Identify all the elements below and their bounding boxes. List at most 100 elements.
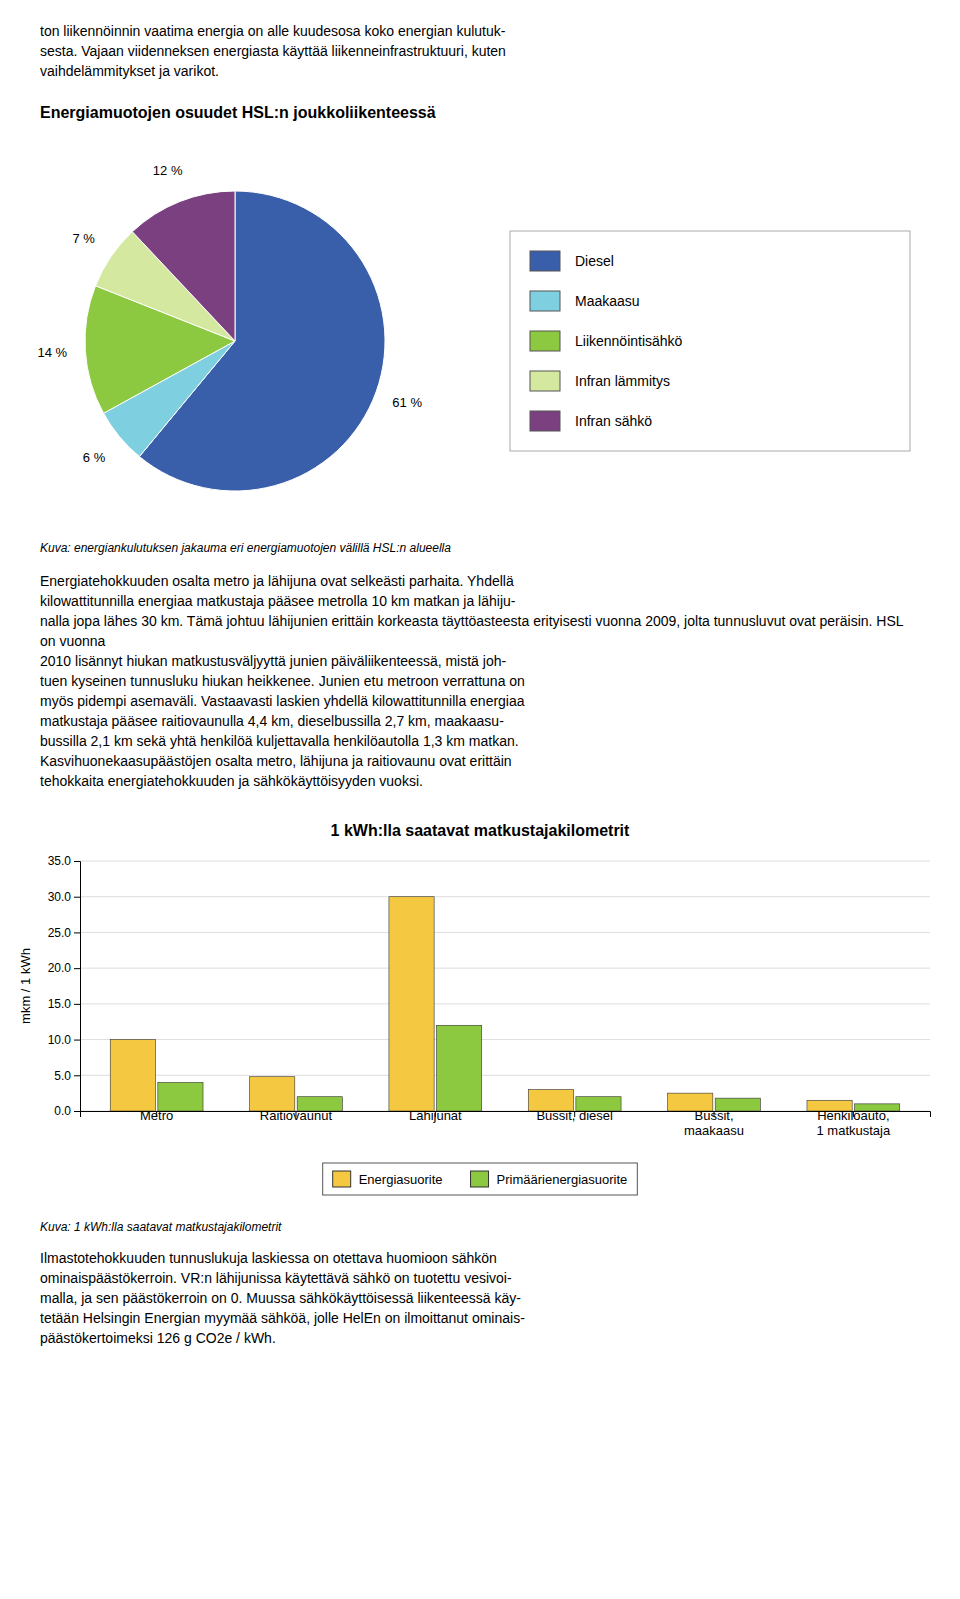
text-line: 1 matkustaja — [817, 1123, 891, 1138]
x-tick-label: Raitiovaunut — [260, 1108, 333, 1123]
pie-chart: Energiamuotojen osuudet HSL:n joukkoliik… — [38, 104, 910, 491]
text-line: Bussit, diesel — [536, 1108, 613, 1123]
x-tick-label: Henkilöauto,1 matkustaja — [817, 1108, 891, 1138]
x-tick: Bussit, diesel — [536, 1108, 613, 1123]
text-line: tuen kyseinen tunnusluku hiukan heikkene… — [40, 673, 525, 689]
legend-frame — [510, 231, 910, 451]
text-line: Kuva: energiankulutuksen jakauma eri ene… — [40, 541, 451, 555]
data-label: 12 % — [153, 163, 183, 178]
bar — [158, 1082, 203, 1111]
y-tick-label: 20.0 — [48, 961, 72, 975]
pie-slice — [132, 191, 235, 341]
legend-swatch — [471, 1171, 489, 1187]
grid-line — [80, 1039, 930, 1040]
page: ton liikennöinnin vaatima energia on all… — [0, 0, 960, 1599]
y-tick-mark — [74, 1111, 80, 1112]
grid-line — [80, 1075, 930, 1076]
bar — [250, 1077, 295, 1111]
data-label: 7 % — [72, 231, 95, 246]
y-tick: 10.0 — [48, 1033, 80, 1047]
text-line: Ilmastotehokkuuden tunnuslukuja laskiess… — [40, 1250, 497, 1266]
grid-line — [80, 932, 930, 933]
text-line: on vuonna — [40, 633, 106, 649]
y-tick: 0.0 — [54, 1104, 80, 1118]
text-line: Metro — [140, 1108, 173, 1123]
text-line: ominaispäästökerroin. VR:n lähijunissa k… — [40, 1270, 512, 1286]
text-line: matkustaja pääsee raitiovaunulla 4,4 km,… — [40, 713, 504, 729]
text-line: vaihdelämmitykset ja varikot. — [40, 63, 219, 79]
text-line: tehokkaita energiatehokkuuden ja sähkökä… — [40, 773, 423, 789]
bar — [110, 1040, 155, 1111]
x-tick-label: Metro — [140, 1108, 173, 1123]
plot-area: 0.05.010.015.020.025.030.035.0MetroRaiti… — [48, 854, 931, 1138]
legend-item: Infran sähkö — [530, 411, 652, 431]
text-line: ton liikennöinnin vaatima energia on all… — [40, 23, 506, 39]
legend-swatch — [530, 371, 560, 391]
x-tick: Henkilöauto,1 matkustaja — [817, 1108, 891, 1138]
y-tick-label: 0.0 — [54, 1104, 71, 1118]
y-tick-mark — [74, 861, 80, 862]
x-axis: Metro Raitiovaunut Lähijunat Bussit, diesel… — [81, 1108, 931, 1138]
text-line: Henkilöauto, — [817, 1108, 889, 1123]
x-tick-label: Lähijunat — [409, 1108, 462, 1123]
x-axis-line — [81, 1112, 931, 1118]
x-tick: Bussit,maakaasu — [684, 1108, 744, 1138]
legend-label: Maakaasu — [575, 293, 640, 309]
x-tick: Raitiovaunut — [260, 1108, 333, 1123]
legend-item: Primäärienergiasuorite — [471, 1171, 628, 1187]
paragraph: ton liikennöinnin vaatima energia on all… — [40, 23, 506, 79]
y-tick-mark — [74, 897, 80, 898]
legend-label: Infran sähkö — [575, 413, 652, 429]
text-line: bussilla 2,1 km sekä yhtä henkilöä kulje… — [40, 733, 519, 749]
data-label: 61 % — [392, 395, 422, 410]
text-line: Raitiovaunut — [260, 1108, 333, 1123]
text-line: Kasvihuonekaasupäästöjen osalta metro, l… — [40, 753, 512, 769]
grid-line — [80, 968, 930, 969]
legend-item: Energiasuorite — [333, 1171, 443, 1187]
grid — [80, 861, 930, 1111]
y-tick: 15.0 — [48, 997, 80, 1011]
legend-swatch — [530, 291, 560, 311]
y-tick-label: 25.0 — [48, 926, 72, 940]
y-tick-label: 30.0 — [48, 890, 72, 904]
y-tick: 35.0 — [48, 854, 80, 868]
grid-line — [80, 896, 930, 897]
bar — [389, 897, 434, 1111]
text-line: nalla jopa lähes 30 km. Tämä johtuu lähi… — [40, 613, 904, 629]
legend-label: Infran lämmitys — [575, 373, 670, 389]
x-tick: Lähijunat — [409, 1108, 462, 1123]
chart-title: Energiamuotojen osuudet HSL:n joukkoliik… — [40, 104, 436, 121]
legend-item: Diesel — [530, 251, 614, 271]
pie-labels: 61 %6 %14 %7 %12 % — [38, 163, 423, 465]
x-tick-label: Bussit,maakaasu — [684, 1108, 744, 1138]
legend-label: Liikennöintisähkö — [575, 333, 683, 349]
y-tick: 30.0 — [48, 890, 80, 904]
bar-chart: 1 kWh:lla saatavat matkustajakilometrit0… — [18, 822, 931, 1195]
x-tick-label: Bussit, diesel — [536, 1108, 613, 1123]
y-tick: 25.0 — [48, 926, 80, 940]
legend-frame — [323, 1163, 638, 1195]
grid-line — [80, 861, 930, 862]
text-line: sesta. Vajaan viidenneksen energiasta kä… — [40, 43, 506, 59]
text-line: malla, ja sen päästökerroin on 0. Muussa… — [40, 1290, 521, 1306]
y-tick-mark — [74, 968, 80, 969]
caption: Kuva: energiankulutuksen jakauma eri ene… — [40, 541, 451, 555]
y-tick-mark — [74, 1004, 80, 1005]
legend-item: Maakaasu — [530, 291, 640, 311]
text-line: päästökertoimeksi 126 g CO2e / kWh. — [40, 1330, 276, 1346]
text-line: 2010 lisännyt hiukan matkustusväljyyttä … — [40, 653, 506, 669]
y-tick-mark — [74, 1075, 80, 1076]
legend-swatch — [333, 1171, 351, 1187]
text-line: Kuva: 1 kWh:lla saatavat matkustajakilom… — [40, 1220, 282, 1234]
y-tick: 20.0 — [48, 961, 80, 975]
text-line: Lähijunat — [409, 1108, 462, 1123]
bars — [110, 897, 900, 1111]
y-tick-label: 10.0 — [48, 1033, 72, 1047]
data-label: 14 % — [38, 345, 68, 360]
y-axis-line — [74, 862, 81, 1112]
legend-label: Primäärienergiasuorite — [497, 1172, 628, 1187]
text-line: tetään Helsingin Energian myymää sähköä,… — [40, 1310, 525, 1326]
legend-swatch — [530, 331, 560, 351]
paragraph: Energiatehokkuuden osalta metro ja lähij… — [40, 573, 904, 789]
text-line: maakaasu — [684, 1123, 744, 1138]
